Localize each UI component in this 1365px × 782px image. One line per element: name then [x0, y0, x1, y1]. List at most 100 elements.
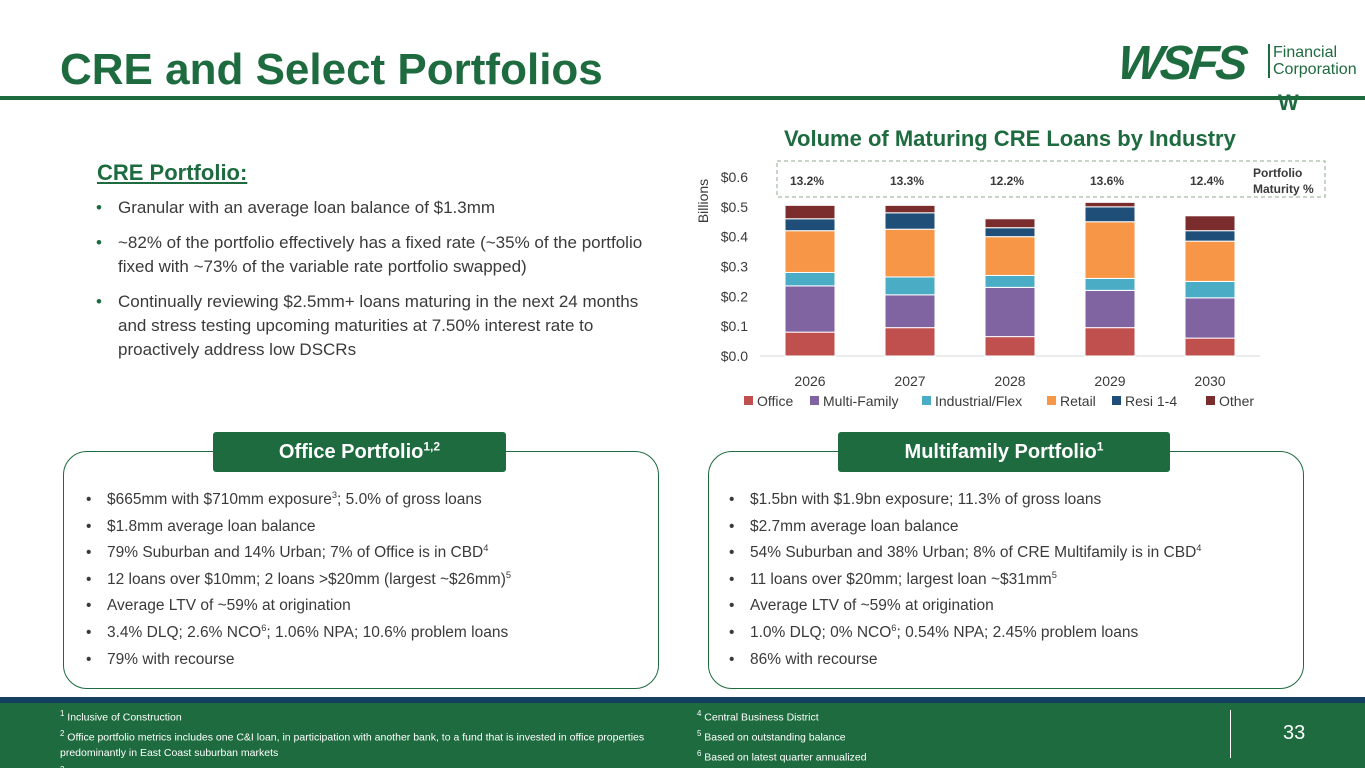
multifamily-bullet: Average LTV of ~59% at origination: [729, 593, 1289, 620]
y-tick-label: $0.5: [721, 199, 748, 215]
footer-rule: [0, 697, 1365, 703]
footnote-text: Inclusive of Construction: [67, 711, 182, 724]
legend-swatch: [922, 396, 931, 405]
footnote: 6 Based on latest quarter annualized: [697, 746, 1147, 766]
maturing-loans-chart: $0.0 $0.1 $0.2 $0.3 $0.4 $0.5 $0.6 Billions 2026…: [695, 160, 1326, 409]
y-tick-label: $0.6: [721, 169, 748, 185]
bullet-text: 11 loans over $20mm; largest loan ~$31mm: [750, 570, 1052, 588]
multifamily-bullet: $1.5bn with $1.9bn exposure; 11.3% of gr…: [729, 487, 1289, 514]
office-portfolio-list: $665mm with $710mm exposure3; 5.0% of gr…: [86, 487, 646, 673]
bar-segment: [784, 285, 836, 333]
maturity-percent-label: 13.3%: [890, 174, 924, 188]
multifamily-bullet: 86% with recourse: [729, 647, 1289, 674]
office-bullet: Average LTV of ~59% at origination: [86, 593, 646, 620]
bar-segment: [1184, 215, 1236, 232]
multifamily-bullet: 54% Suburban and 38% Urban; 8% of CRE Mu…: [729, 540, 1289, 567]
x-tick-label: 2030: [1194, 373, 1225, 389]
logo-line1: Financial: [1273, 44, 1338, 61]
logo-line2: Corporation: [1273, 61, 1357, 78]
footnote-text: Central Business District: [704, 711, 819, 724]
office-bullet: 12 loans over $10mm; 2 loans >$20mm (lar…: [86, 567, 646, 594]
bar-segment: [1184, 240, 1236, 282]
wsfs-logo: WSFS Financial Corporation W: [1115, 37, 1357, 116]
legend-swatch: [1112, 396, 1121, 405]
footnote-ref: 6: [261, 622, 267, 633]
office-title-text: Office Portfolio: [278, 441, 424, 463]
maturity-annotation-box: [776, 160, 1326, 198]
footnote-ref: 5: [1051, 569, 1057, 580]
bar-segment: [784, 230, 836, 273]
title-rule: [0, 96, 1365, 100]
legend-label: Office: [757, 393, 794, 409]
bar-segment: [984, 218, 1036, 229]
cre-bullet: Granular with an average loan balance of…: [96, 196, 656, 220]
footnote-ref: 6: [891, 622, 897, 633]
bullet-text: $1.5bn with $1.9bn exposure; 11.3% of gr…: [750, 491, 1102, 508]
bar-segment: [784, 271, 836, 287]
y-axis-label: Billions: [695, 179, 711, 223]
bullet-text: $2.7mm average loan balance: [750, 517, 959, 535]
bullet-text: 79% with recourse: [107, 650, 235, 668]
cre-portfolio-list: Granular with an average loan balance of…: [96, 196, 656, 373]
bullet-text: 54% Suburban and 38% Urban; 8% of CRE Mu…: [750, 544, 1197, 562]
legend-label: Industrial/Flex: [935, 393, 1022, 409]
bar-segment: [884, 294, 936, 329]
bar-segment: [1084, 221, 1136, 279]
footnote-number: 1: [60, 709, 65, 718]
logo-subtitle: Financial Corporation: [1268, 44, 1357, 78]
maturity-percent-label: 13.6%: [1090, 174, 1124, 188]
bar-segment: [1084, 289, 1136, 329]
bar-segment: [1184, 280, 1236, 299]
footnotes-left: 1 Inclusive of Construction 2 Office port…: [60, 706, 660, 782]
multifamily-title-sup: 1: [1096, 439, 1104, 454]
footnotes-right: 4 Central Business District 5 Based on ou…: [697, 706, 1147, 766]
multifamily-bullet: $2.7mm average loan balance: [729, 514, 1289, 541]
footnote-ref: 3: [331, 489, 338, 500]
bar-segment: [1084, 277, 1136, 291]
bar-segment: [984, 336, 1036, 357]
legend-label: Resi 1-4: [1125, 393, 1177, 409]
footnote: 5 Based on outstanding balance: [697, 726, 1147, 746]
maturity-label-line2: Maturity %: [1253, 182, 1314, 196]
footnote: 3 Office portfolio excludes $108.2mm ($1…: [60, 762, 660, 782]
bar-segment: [884, 228, 936, 278]
bullet-text: Average LTV of ~59% at origination: [107, 597, 351, 615]
bar-segment: [1084, 201, 1136, 208]
legend-label: Multi-Family: [823, 393, 898, 409]
bar-segment: [1084, 206, 1136, 223]
y-tick-label: $0.1: [721, 318, 748, 334]
x-tick-label: 2026: [794, 373, 825, 389]
footnote-text: Office portfolio excludes $108.2mm ($109…: [67, 767, 419, 779]
cre-bullet: Continually reviewing $2.5mm+ loans matu…: [96, 290, 656, 362]
legend-swatch: [1206, 396, 1215, 405]
office-title-sup: 1,2: [423, 439, 441, 454]
footnote: 4 Central Business District: [697, 706, 1147, 726]
bar-segment: [784, 331, 836, 357]
bar-segment: [784, 204, 836, 220]
bar-segment: [1184, 230, 1236, 242]
bullet-text: Average LTV of ~59% at origination: [750, 597, 994, 615]
bar-segment: [984, 274, 1036, 288]
bar-segment: [984, 236, 1036, 276]
bar-segment: [1184, 337, 1236, 357]
page-number: 33: [1283, 722, 1306, 744]
maturity-label-line1: Portfolio: [1253, 166, 1302, 180]
x-tick-label: 2029: [1094, 373, 1125, 389]
footnote-text: Based on outstanding balance: [704, 731, 846, 744]
legend-swatch: [810, 396, 819, 405]
y-tick-label: $0.2: [721, 288, 748, 304]
footnote-number: 3: [60, 764, 65, 774]
office-bullet: 79% with recourse: [86, 647, 646, 674]
legend-swatch: [1047, 396, 1056, 405]
office-portfolio-title: Office Portfolio1,2: [213, 432, 506, 472]
bar-segment: [884, 276, 936, 296]
chart-title: Volume of Maturing CRE Loans by Industry: [784, 126, 1236, 151]
bullet-text: 86% with recourse: [750, 650, 878, 668]
bar-segment: [784, 218, 836, 232]
multifamily-portfolio-title: Multifamily Portfolio1: [838, 432, 1170, 472]
multifamily-title-text: Multifamily Portfolio: [904, 441, 1097, 463]
footnote-ref: 4: [1196, 543, 1202, 554]
multifamily-bullet: 11 loans over $20mm; largest loan ~$31mm…: [729, 567, 1289, 594]
maturity-percent-label: 12.2%: [990, 174, 1024, 188]
legend-label: Retail: [1060, 393, 1096, 409]
